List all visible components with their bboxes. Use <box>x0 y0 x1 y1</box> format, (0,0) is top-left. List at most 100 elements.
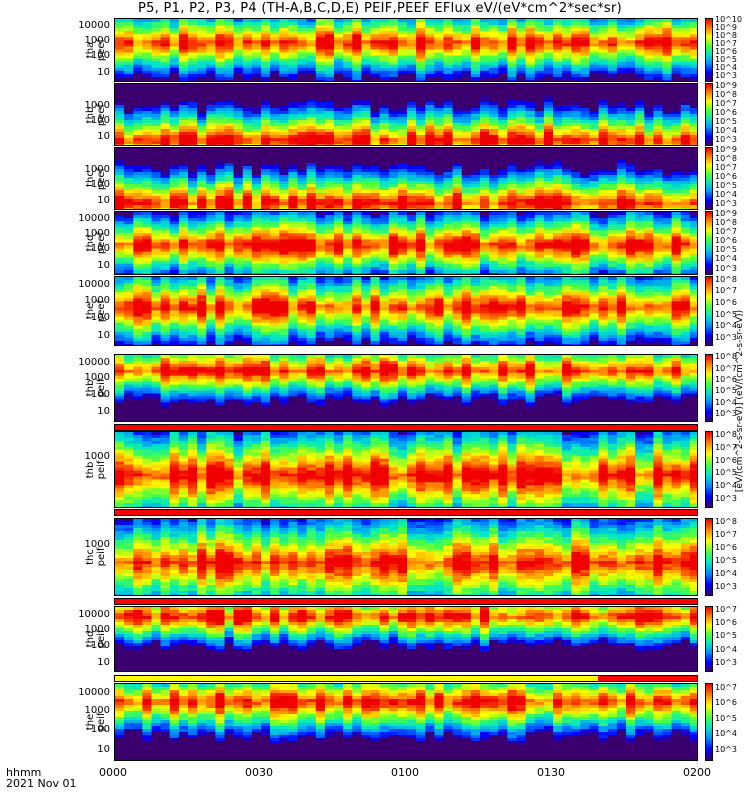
spectrogram-cell <box>653 111 664 115</box>
spectrogram-cell <box>133 117 143 121</box>
spectrogram-cell <box>416 178 426 182</box>
spectrogram-cell <box>370 242 381 247</box>
spectrogram-cell <box>470 175 481 179</box>
spectrogram-cell <box>288 166 299 170</box>
spectrogram-cell <box>334 34 344 38</box>
spectrogram-cell <box>480 166 490 170</box>
spectrogram-cell <box>680 178 691 182</box>
spectrogram-cell <box>507 212 518 216</box>
spectrogram-cell <box>133 76 143 81</box>
spectrogram-cell <box>115 67 125 72</box>
spectrogram-cell <box>480 120 490 124</box>
spectrogram-cell <box>261 84 271 88</box>
spectrogram-cell <box>689 148 697 152</box>
spectrogram-cell <box>261 144 271 145</box>
spectrogram-cell <box>242 64 253 69</box>
spectrogram-cell <box>662 25 673 29</box>
spectrogram-cell <box>443 202 454 206</box>
spectrogram-cell <box>516 28 527 32</box>
spectrogram-cell <box>498 126 508 130</box>
spectrogram-cell <box>370 172 381 176</box>
spectrogram-cell <box>315 19 326 23</box>
spectrogram-cell <box>115 99 125 103</box>
spectrogram-cell <box>124 239 134 243</box>
spectrogram-cell <box>379 108 390 112</box>
spectrogram-cell <box>580 64 591 69</box>
spectrogram-cell <box>671 175 682 179</box>
spectrogram-cell <box>261 212 271 216</box>
spectrogram-cell <box>516 70 527 75</box>
spectrogram-cell <box>516 251 527 256</box>
spectrogram-cell <box>306 273 317 274</box>
spectrogram-cell <box>416 93 426 97</box>
spectrogram-cell <box>370 169 381 173</box>
spectrogram-cell <box>233 25 244 29</box>
spectrogram-cell <box>279 84 289 88</box>
spectrogram-cell <box>334 199 344 203</box>
spectrogram-cell <box>115 61 125 66</box>
spectrogram-cell <box>425 123 435 127</box>
spectrogram-cell <box>635 144 645 145</box>
spectrogram-cell <box>562 126 572 130</box>
spectrogram-cell <box>452 46 463 50</box>
spectrogram-cell <box>370 40 381 44</box>
spectrogram-cell <box>361 245 372 250</box>
spectrogram-cell <box>671 138 682 142</box>
spectrogram-cell <box>534 114 545 118</box>
spectrogram-cell <box>242 257 253 262</box>
spectrogram-cell <box>270 260 280 265</box>
spectrogram-cell <box>142 260 153 265</box>
spectrogram-cell <box>188 218 198 222</box>
spectrogram-cell <box>151 181 162 185</box>
spectrogram-cell <box>188 117 198 121</box>
spectrogram-cell <box>188 84 198 88</box>
spectrogram-cell <box>251 187 262 191</box>
spectrogram-cell <box>480 49 490 54</box>
spectrogram-cell <box>160 169 171 173</box>
spectrogram-cell <box>279 251 289 256</box>
spectrogram-cell <box>516 157 527 161</box>
spectrogram-cell <box>343 49 353 54</box>
spectrogram-cell <box>498 212 508 216</box>
spectrogram-cell <box>525 187 536 191</box>
spectrogram-cell <box>543 120 554 124</box>
spectrogram-cell <box>169 96 180 100</box>
spectrogram-cell <box>480 242 490 247</box>
spectrogram-cell <box>215 184 226 188</box>
spectrogram-cell <box>188 96 198 100</box>
spectrogram-cell <box>288 25 299 29</box>
spectrogram-cell <box>124 64 134 69</box>
spectrogram-cell <box>680 31 691 35</box>
spectrogram-cell <box>580 175 591 179</box>
spectrogram-cell <box>188 129 198 133</box>
spectrogram-cell <box>416 120 426 124</box>
spectrogram-cell <box>480 76 490 81</box>
spectrogram-cell <box>553 76 563 81</box>
spectrogram-cell <box>215 99 226 103</box>
spectrogram-cell <box>261 230 271 234</box>
spectrogram-cell <box>397 70 408 75</box>
spectrogram-cell <box>461 87 472 91</box>
spectrogram-cell <box>343 221 353 225</box>
spectrogram-cell <box>662 135 673 139</box>
spectrogram-cell <box>315 70 326 75</box>
spectrogram-cell <box>343 61 353 66</box>
spectrogram-cell <box>470 64 481 69</box>
spectrogram-cell <box>169 28 180 32</box>
spectrogram-cell <box>261 87 271 91</box>
spectrogram-cell <box>680 160 691 164</box>
spectrogram-cell <box>315 212 326 216</box>
spectrogram-cell <box>388 138 399 142</box>
spectrogram-cell <box>507 22 518 26</box>
spectrogram-cell <box>516 208 527 209</box>
spectrogram-cell <box>616 40 627 44</box>
spectrogram-cell <box>425 22 435 26</box>
spectrogram-cell <box>306 19 317 23</box>
spectrogram-cell <box>589 64 600 69</box>
spectrogram-cell <box>188 58 198 63</box>
spectrogram-cell <box>388 163 399 167</box>
spectrogram-cell <box>543 55 554 60</box>
spectrogram-cell <box>689 129 697 133</box>
spectrogram-cell <box>434 144 445 145</box>
spectrogram-cell <box>489 215 499 219</box>
